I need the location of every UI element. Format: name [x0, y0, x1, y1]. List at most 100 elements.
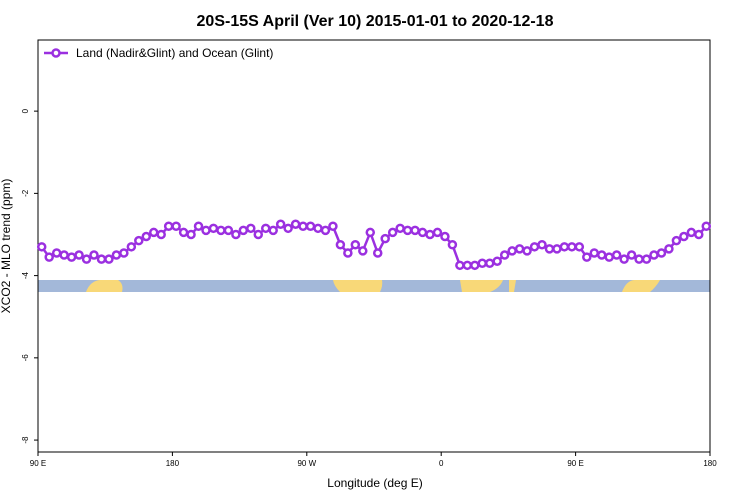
data-point: [522, 246, 532, 256]
data-point: [634, 254, 644, 264]
data-point: [81, 254, 92, 264]
data-point: [163, 221, 174, 232]
x-tick-label: 90 W: [297, 459, 316, 468]
data-point: [119, 248, 129, 258]
y-axis-label: XCO2 - MLO trend (ppm): [0, 179, 13, 314]
data-point: [679, 231, 689, 242]
data-point: [89, 250, 99, 260]
y-tick-label: -8: [21, 436, 30, 444]
data-point: [619, 254, 629, 264]
data-point: [387, 227, 398, 238]
data-point: [671, 235, 682, 246]
data-point: [499, 250, 510, 260]
data-point: [649, 250, 659, 260]
data-point: [574, 242, 585, 252]
data-point: [231, 229, 241, 240]
data-point: [514, 244, 525, 254]
data-point: [148, 227, 159, 238]
data-point: [59, 250, 69, 260]
data-point: [365, 227, 376, 238]
data-point: [455, 260, 465, 271]
data-point: [425, 229, 435, 240]
data-point: [395, 223, 405, 234]
x-tick-label: 0: [439, 459, 444, 468]
data-point: [589, 248, 600, 258]
y-tick-label: -2: [21, 189, 30, 197]
data-point: [477, 258, 488, 269]
data-point: [350, 240, 361, 250]
x-tick-label: 90 E: [30, 459, 46, 468]
x-tick-label: 90 E: [567, 459, 583, 468]
data-point: [343, 248, 353, 258]
data-point: [268, 225, 278, 236]
y-tick-label: -6: [21, 354, 30, 362]
y-tick-label: 0: [21, 108, 30, 113]
data-point: [567, 242, 577, 252]
data-point: [51, 248, 62, 258]
data-point: [328, 221, 338, 232]
data-point: [440, 231, 450, 242]
data-point: [552, 244, 562, 254]
data-point: [96, 254, 107, 264]
y-tick-label: -4: [21, 272, 30, 280]
data-point: [104, 254, 114, 264]
data-point: [492, 256, 502, 266]
data-point: [171, 221, 181, 232]
data-point: [507, 246, 517, 256]
data-point: [36, 242, 47, 252]
data-point: [372, 248, 383, 258]
data-point: [208, 223, 219, 234]
data-point: [216, 225, 226, 236]
data-point: [470, 260, 480, 271]
data-point: [74, 250, 84, 260]
data-point: [380, 233, 390, 244]
data-point: [358, 246, 368, 256]
data-point: [275, 219, 286, 229]
data-point: [402, 225, 413, 236]
data-point: [66, 252, 77, 262]
data-point: [193, 221, 204, 232]
data-point: [656, 248, 667, 258]
data-point: [537, 240, 547, 250]
data-point: [298, 221, 308, 232]
data-point: [44, 252, 54, 262]
data-point: [178, 227, 189, 238]
data-point: [544, 244, 555, 254]
data-point: [283, 223, 293, 234]
data-point: [447, 240, 458, 250]
data-point: [596, 250, 607, 260]
data-point: [582, 252, 592, 262]
data-point: [462, 260, 473, 271]
data-point: [410, 225, 420, 236]
data-point: [664, 244, 674, 254]
data-point: [290, 219, 301, 229]
data-point: [626, 250, 637, 260]
data-point: [141, 231, 152, 242]
x-axis-label: Longitude (deg E): [327, 476, 422, 490]
chart-title: 20S-15S April (Ver 10) 2015-01-01 to 202…: [197, 13, 554, 30]
data-point: [134, 235, 144, 246]
data-point: [313, 223, 323, 234]
data-point: [701, 221, 712, 232]
x-tick-label: 180: [703, 459, 717, 468]
data-point: [260, 223, 271, 234]
data-point: [126, 242, 137, 252]
data-point: [694, 229, 704, 240]
data-point: [641, 254, 652, 264]
data-point: [223, 225, 234, 236]
data-point: [686, 227, 697, 238]
land-ocean-strip: [38, 280, 710, 292]
legend-label: Land (Nadir&Glint) and Ocean (Glint): [76, 46, 273, 60]
data-point: [559, 242, 570, 252]
data-point: [604, 252, 614, 262]
data-point: [156, 229, 166, 240]
data-point: [417, 227, 428, 238]
data-point: [246, 223, 256, 234]
data-point: [253, 229, 264, 240]
data-point: [432, 227, 443, 238]
data-point: [305, 221, 316, 232]
data-point: [201, 225, 211, 236]
data-point: [238, 225, 249, 236]
data-point: [320, 225, 331, 236]
